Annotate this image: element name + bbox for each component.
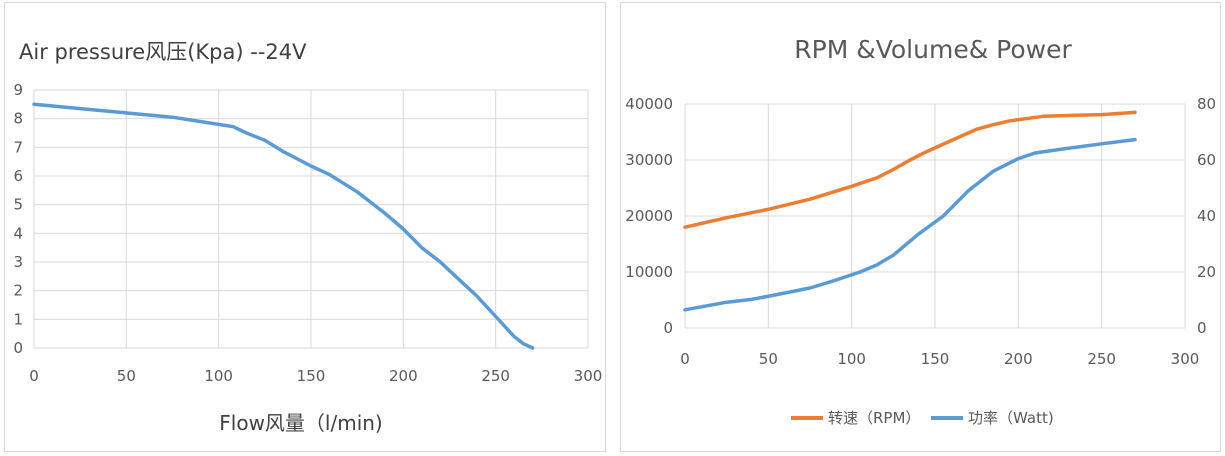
x-tick-label: 150 [297,367,326,385]
y2-tick-label: 40 [1197,207,1216,225]
series-line-power [683,137,1137,312]
y-tick-label: 7 [13,138,23,156]
x-tick-label: 100 [837,350,866,368]
x-tick-label: 100 [204,367,233,385]
x-tick-label: 0 [29,367,39,385]
series-line-rpm [683,110,1137,229]
pressure-chart-x-axis-title: Flow风量（l/min) [219,411,382,435]
x-tick-label: 250 [1087,350,1116,368]
y-tick-label: 1 [13,310,23,328]
x-tick-label: 200 [389,367,418,385]
y-tick-label: 0 [663,319,673,337]
y2-tick-label: 60 [1197,151,1216,169]
x-tick-label: 250 [481,367,510,385]
pressure-chart-title: Air pressure风压(Kpa) --24V [19,40,307,64]
rpm-power-chart: RPM &Volume& Power 0 50 100 150 200 250 300 01… [625,35,1216,427]
x-tick-label: 50 [117,367,136,385]
pressure-chart-panel: Air pressure风压(Kpa) --24V 0 50 100 150 200 25… [4,2,606,452]
legend-label-power: 功率（Watt) [968,409,1054,427]
y2-tick-label: 20 [1197,263,1216,281]
y-tick-label: 0 [13,339,23,357]
legend-label-rpm: 转速（RPM） [828,409,920,427]
x-tick-label: 300 [1171,350,1200,368]
x-tick-label: 300 [574,367,603,385]
x-tick-label: 150 [921,350,950,368]
y-tick-label: 6 [13,167,23,185]
y-tick-label: 8 [13,110,23,128]
y-tick-label: 20000 [625,207,673,225]
y-tick-label: 2 [13,282,23,300]
y-tick-label: 9 [13,81,23,99]
y-tick-label: 40000 [625,95,673,113]
x-tick-label: 0 [680,350,690,368]
y-tick-label: 30000 [625,151,673,169]
legend: 转速（RPM） 功率（Watt) [791,409,1054,427]
pressure-chart: Air pressure风压(Kpa) --24V 0 50 100 150 200 25… [13,40,603,435]
x-tick-label: 200 [1004,350,1033,368]
y-tick-label: 4 [13,224,23,242]
y2-tick-label: 0 [1197,319,1207,337]
y-tick-label: 10000 [625,263,673,281]
y-tick-label: 3 [13,253,23,271]
x-tick-label: 50 [759,350,778,368]
y2-tick-label: 80 [1197,95,1216,113]
rpm-power-chart-title: RPM &Volume& Power [794,35,1072,64]
y-tick-label: 5 [13,196,23,214]
series-line-pressure [32,102,535,350]
